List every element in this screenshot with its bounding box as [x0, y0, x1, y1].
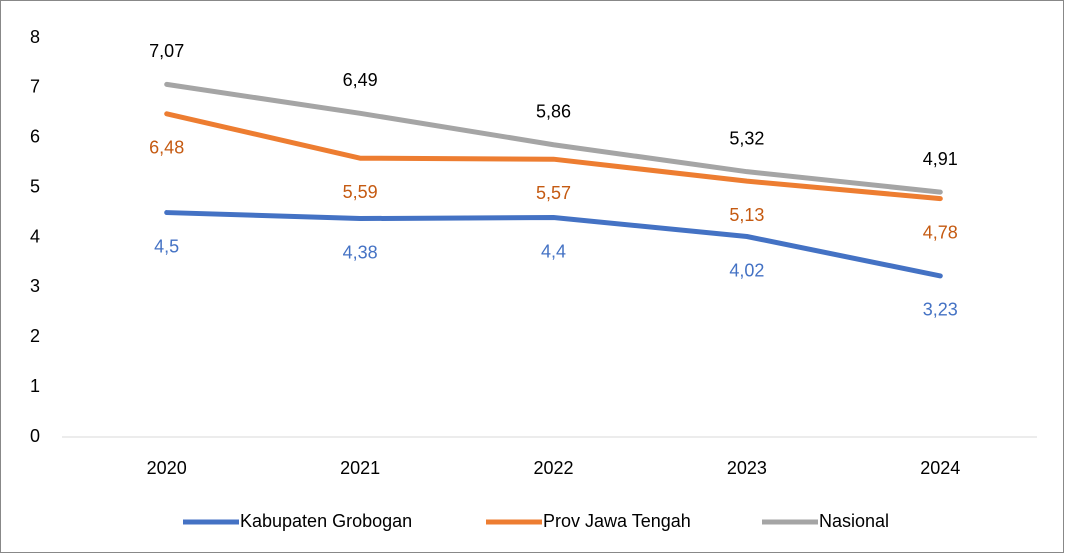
series-line [164, 111, 943, 202]
legend-label: Nasional [819, 511, 889, 531]
y-tick-label: 3 [30, 276, 40, 296]
legend-label: Kabupaten Grobogan [240, 511, 412, 531]
series-line [164, 210, 943, 279]
series-line [164, 81, 943, 195]
data-label: 6,48 [149, 138, 184, 158]
data-label: 7,07 [149, 41, 184, 61]
y-tick-label: 6 [30, 127, 40, 147]
y-tick-label: 7 [30, 77, 40, 97]
y-tick-label: 0 [30, 426, 40, 446]
y-tick-label: 5 [30, 176, 40, 196]
y-tick-label: 2 [30, 326, 40, 346]
data-label: 5,32 [729, 128, 764, 148]
data-label: 5,59 [343, 182, 378, 202]
data-label: 6,49 [343, 70, 378, 90]
legend-label: Prov Jawa Tengah [543, 511, 691, 531]
data-label: 4,78 [923, 222, 958, 242]
data-label: 4,91 [923, 149, 958, 169]
y-tick-label: 8 [30, 27, 40, 47]
x-tick-label: 2023 [727, 458, 767, 478]
y-tick-label: 4 [30, 226, 40, 246]
data-label: 4,4 [541, 241, 566, 261]
data-label: 4,02 [729, 260, 764, 280]
data-label: 3,23 [923, 300, 958, 320]
data-label: 5,57 [536, 183, 571, 203]
x-tick-label: 2024 [920, 458, 960, 478]
data-label: 4,5 [154, 236, 179, 256]
data-label: 5,86 [536, 101, 571, 121]
y-tick-label: 1 [30, 376, 40, 396]
x-tick-label: 2021 [340, 458, 380, 478]
x-tick-label: 2022 [533, 458, 573, 478]
data-label: 4,38 [343, 242, 378, 262]
x-tick-label: 2020 [147, 458, 187, 478]
data-label: 5,13 [729, 205, 764, 225]
